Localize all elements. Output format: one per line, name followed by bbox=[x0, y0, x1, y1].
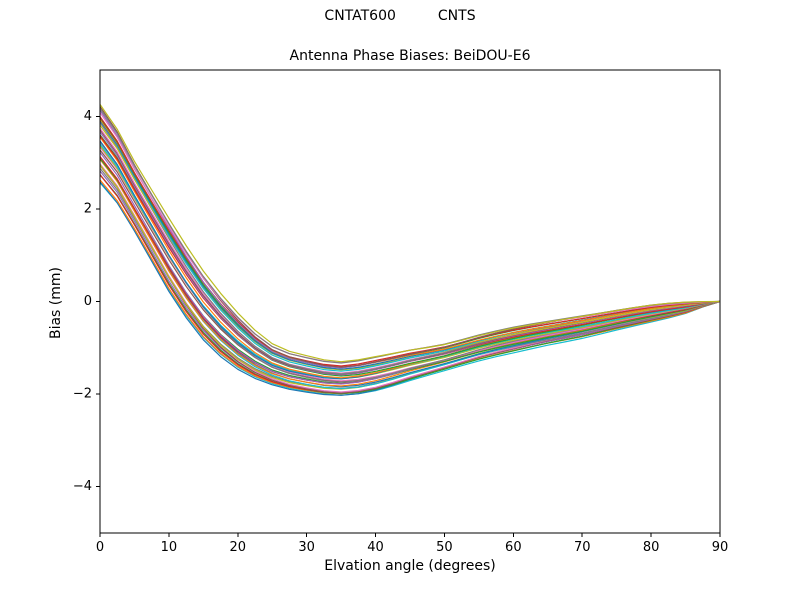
series-line bbox=[99, 109, 721, 369]
x-tick-label: 10 bbox=[161, 540, 178, 555]
figure-suptitle: CNTAT600 CNTS bbox=[324, 8, 475, 24]
series-line bbox=[99, 174, 721, 395]
x-tick-label: 50 bbox=[436, 540, 453, 555]
y-tick-label: −4 bbox=[73, 479, 92, 494]
x-axis-label: Elvation angle (degrees) bbox=[324, 558, 496, 574]
x-tick-label: 40 bbox=[367, 540, 384, 555]
x-axis: 0 10 20 30 40 50 60 70 80 90 bbox=[96, 533, 728, 555]
series-line bbox=[99, 122, 721, 375]
y-tick-label: 2 bbox=[84, 201, 92, 216]
series-line bbox=[99, 127, 721, 374]
y-tick-label: −2 bbox=[73, 387, 92, 402]
x-tick-label: 30 bbox=[298, 540, 315, 555]
series-line bbox=[99, 118, 721, 368]
x-tick-label: 70 bbox=[574, 540, 591, 555]
series-line bbox=[99, 117, 721, 369]
series-line bbox=[99, 104, 721, 363]
x-tick-label: 80 bbox=[643, 540, 660, 555]
series-line bbox=[99, 124, 721, 371]
suptitle-agency: CNTS bbox=[437, 8, 476, 24]
series-line bbox=[99, 140, 721, 380]
series-line bbox=[99, 136, 721, 379]
series-line bbox=[99, 131, 721, 376]
series-line bbox=[99, 129, 721, 375]
series-line bbox=[99, 182, 721, 396]
x-tick-label: 20 bbox=[230, 540, 247, 555]
y-tick-label: 4 bbox=[84, 109, 92, 124]
suptitle-station: CNTAT600 bbox=[324, 8, 396, 24]
x-tick-label: 90 bbox=[712, 540, 729, 555]
series-line bbox=[99, 120, 721, 370]
y-axis: −4 −2 0 2 4 bbox=[73, 109, 100, 494]
series-line bbox=[99, 120, 721, 372]
y-tick-label: 0 bbox=[84, 294, 92, 309]
x-tick-label: 0 bbox=[96, 540, 104, 555]
series-line bbox=[99, 116, 721, 367]
series-line bbox=[99, 158, 721, 387]
y-axis-label: Bias (mm) bbox=[48, 266, 64, 340]
series-lines bbox=[99, 104, 721, 396]
x-tick-label: 60 bbox=[505, 540, 522, 555]
chart-title: Antenna Phase Biases: BeiDOU-E6 bbox=[289, 48, 531, 64]
